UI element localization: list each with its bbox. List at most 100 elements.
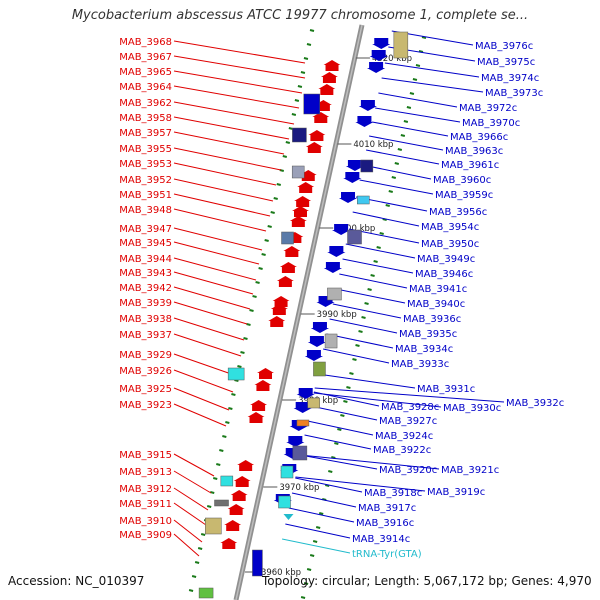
gene-label-mab-3929[interactable]: MAB_3929 [119,350,172,361]
gene-box[interactable] [252,549,263,577]
gene-label-mab-3975c[interactable]: MAB_3975c [477,57,535,68]
forward-gene-arrow[interactable] [297,182,315,193]
gene-box[interactable] [292,445,308,461]
gene-label-mab-3946c[interactable]: MAB_3946c [415,269,473,280]
forward-gene-arrow[interactable] [224,520,242,531]
gene-label-trna-tyr-gta-[interactable]: tRNA-Tyr(GTA) [352,549,422,560]
reverse-gene-arrow[interactable] [296,388,315,399]
forward-gene-arrow[interactable] [276,276,294,287]
gene-label-mab-3972c[interactable]: MAB_3972c [459,103,517,114]
forward-gene-arrow[interactable] [227,504,245,515]
gene-label-mab-3933c[interactable]: MAB_3933c [391,359,449,370]
gene-box[interactable] [357,195,370,205]
reverse-gene-arrow[interactable] [307,336,327,347]
gene-label-mab-3951[interactable]: MAB_3951 [119,190,172,201]
gene-label-mab-3937[interactable]: MAB_3937 [119,330,172,341]
gene-box[interactable] [327,287,342,301]
reverse-gene-arrow[interactable] [304,350,324,361]
gene-label-mab-3974c[interactable]: MAB_3974c [481,73,539,84]
gene-label-mab-3956c[interactable]: MAB_3956c [429,207,487,218]
gene-label-mab-3923[interactable]: MAB_3923 [119,400,172,411]
forward-gene-arrow[interactable] [220,538,238,549]
forward-gene-arrow[interactable] [292,206,309,217]
forward-gene-arrow[interactable] [233,476,251,487]
forward-gene-arrow[interactable] [250,400,268,411]
gene-label-mab-3939[interactable]: MAB_3939 [119,298,172,309]
gene-label-mab-3955[interactable]: MAB_3955 [119,144,172,155]
gene-label-mab-3959c[interactable]: MAB_3959c [435,190,493,201]
gene-label-mab-3954c[interactable]: MAB_3954c [421,222,479,233]
gene-label-mab-3909[interactable]: MAB_3909 [119,530,172,541]
gene-box[interactable] [307,397,320,409]
gene-box[interactable] [303,93,320,115]
gene-label-mab-3911[interactable]: MAB_3911 [119,499,172,510]
gene-label-mab-3931c[interactable]: MAB_3931c [417,384,475,395]
gene-label-mab-3930c[interactable]: MAB_3930c [443,403,501,414]
reverse-gene-arrow[interactable] [310,322,330,333]
gene-box[interactable] [324,333,338,349]
gene-label-mab-3948[interactable]: MAB_3948 [119,205,172,216]
gene-box[interactable] [280,465,294,479]
gene-label-mab-3920c[interactable]: MAB_3920c [379,465,437,476]
forward-gene-arrow[interactable] [318,84,336,95]
gene-label-mab-3924c[interactable]: MAB_3924c [375,431,433,442]
gene-label-mab-3966c[interactable]: MAB_3966c [450,132,508,143]
gene-label-mab-3963c[interactable]: MAB_3963c [445,146,503,157]
forward-gene-arrow[interactable] [272,296,290,307]
gene-label-mab-3958[interactable]: MAB_3958 [119,113,172,124]
gene-box[interactable] [227,367,245,381]
gene-label-mab-3918c[interactable]: MAB_3918c [364,488,422,499]
gene-label-mab-3952[interactable]: MAB_3952 [119,175,172,186]
reverse-gene-arrow[interactable] [369,50,388,61]
gene-box[interactable] [347,229,362,245]
gene-label-mab-3942[interactable]: MAB_3942 [119,283,172,294]
forward-gene-arrow[interactable] [268,316,286,327]
gene-label-mab-3921c[interactable]: MAB_3921c [441,465,499,476]
gene-label-mab-3970c[interactable]: MAB_3970c [462,118,520,129]
gene-label-mab-3912[interactable]: MAB_3912 [119,484,172,495]
gene-box[interactable] [296,419,310,427]
reverse-gene-arrow[interactable] [332,224,351,235]
gene-label-mab-3915[interactable]: MAB_3915 [119,450,172,461]
forward-gene-arrow[interactable] [305,142,323,153]
gene-label-mab-3947[interactable]: MAB_3947 [119,224,172,235]
forward-gene-arrow[interactable] [247,412,265,423]
gene-label-mab-3935c[interactable]: MAB_3935c [399,329,457,340]
gene-box[interactable] [198,587,214,599]
gene-box[interactable] [292,127,307,143]
gene-label-mab-3910[interactable]: MAB_3910 [119,516,172,527]
gene-label-mab-3919c[interactable]: MAB_3919c [427,487,485,498]
gene-label-mab-3934c[interactable]: MAB_3934c [395,344,453,355]
gene-label-mab-3941c[interactable]: MAB_3941c [409,284,467,295]
gene-label-mab-3925[interactable]: MAB_3925 [119,384,172,395]
reverse-gene-arrow[interactable] [293,402,312,413]
gene-label-mab-3957[interactable]: MAB_3957 [119,128,172,139]
gene-box[interactable] [278,495,291,509]
gene-label-mab-3950c[interactable]: MAB_3950c [421,239,479,250]
gene-label-mab-3944[interactable]: MAB_3944 [119,254,172,265]
gene-label-mab-3914c[interactable]: MAB_3914c [352,534,410,545]
gene-label-mab-3965[interactable]: MAB_3965 [119,67,172,78]
reverse-gene-arrow[interactable] [286,436,305,447]
trna-gene-glyph[interactable] [283,514,294,520]
reverse-gene-arrow[interactable] [366,62,386,73]
gene-label-mab-3961c[interactable]: MAB_3961c [441,160,499,171]
forward-gene-arrow[interactable] [257,368,274,379]
forward-gene-arrow[interactable] [323,60,341,71]
hypothetical-gene-box[interactable] [393,31,409,59]
reverse-gene-arrow[interactable] [338,192,358,203]
gene-label-mab-3940c[interactable]: MAB_3940c [407,299,465,310]
gene-label-mab-3927c[interactable]: MAB_3927c [379,416,437,427]
gene-label-mab-3922c[interactable]: MAB_3922c [373,445,431,456]
gene-label-mab-3962[interactable]: MAB_3962 [119,98,172,109]
reverse-gene-arrow[interactable] [345,160,365,171]
gene-label-mab-3960c[interactable]: MAB_3960c [433,175,491,186]
reverse-gene-arrow[interactable] [323,262,343,273]
gene-label-mab-3928c[interactable]: MAB_3928c [381,402,439,413]
gene-label-mab-3943[interactable]: MAB_3943 [119,268,172,279]
reverse-gene-arrow[interactable] [343,172,362,183]
gene-label-mab-3968[interactable]: MAB_3968 [119,37,172,48]
gene-label-mab-3932c[interactable]: MAB_3932c [506,398,564,409]
gene-box[interactable] [360,159,374,173]
reverse-gene-arrow[interactable] [355,116,374,127]
